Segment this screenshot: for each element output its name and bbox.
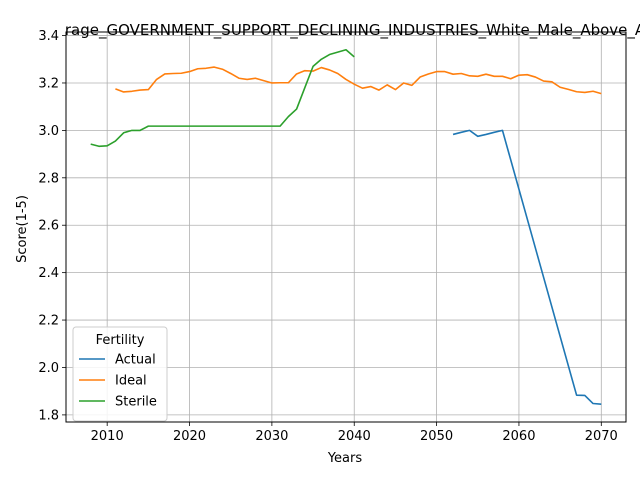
x-axis-label: Years bbox=[327, 451, 363, 466]
series-line-sterile bbox=[90, 48, 355, 148]
x-tick-label: 2030 bbox=[255, 429, 288, 444]
y-tick-label: 2.4 bbox=[38, 266, 59, 281]
y-tick-label: 2.2 bbox=[38, 314, 59, 329]
y-tick-label: 2.0 bbox=[38, 361, 59, 376]
y-tick-label: 3.4 bbox=[38, 29, 59, 44]
y-tick-label: 3.2 bbox=[38, 76, 59, 91]
x-tick-label: 2020 bbox=[173, 429, 206, 444]
chart-title: rage_GOVERNMENT_SUPPORT_DECLINING_INDUST… bbox=[65, 21, 640, 40]
y-axis-label: Score(1-5) bbox=[15, 195, 30, 263]
legend-box bbox=[72, 326, 168, 422]
legend-title: Fertility bbox=[96, 333, 145, 348]
legend: Fertility Actual Ideal Sterile bbox=[72, 326, 168, 422]
legend-label-sterile: Sterile bbox=[115, 395, 157, 410]
y-tick-label: 3.0 bbox=[38, 124, 59, 139]
legend-label-ideal: Ideal bbox=[115, 374, 147, 389]
y-tick-label: 2.8 bbox=[38, 171, 59, 186]
plot-frame bbox=[65, 31, 627, 423]
y-tick-label: 1.8 bbox=[38, 408, 59, 423]
x-tick-label: 2010 bbox=[91, 429, 124, 444]
x-tick-label: 2050 bbox=[420, 429, 453, 444]
x-tick-label: 2070 bbox=[585, 429, 618, 444]
y-tick-label: 2.6 bbox=[38, 219, 59, 234]
series-line-actual bbox=[452, 129, 602, 406]
x-tick-label: 2040 bbox=[338, 429, 371, 444]
plot-lines bbox=[90, 48, 602, 406]
axis-ticks: 2010 2020 2030 2040 2050 2060 2070 1.8 2.0 2.2 2.4… bbox=[38, 29, 618, 444]
legend-entries: Actual Ideal Sterile bbox=[79, 353, 157, 410]
series-line-ideal bbox=[115, 66, 602, 95]
x-tick-label: 2060 bbox=[502, 429, 535, 444]
legend-label-actual: Actual bbox=[115, 353, 156, 368]
